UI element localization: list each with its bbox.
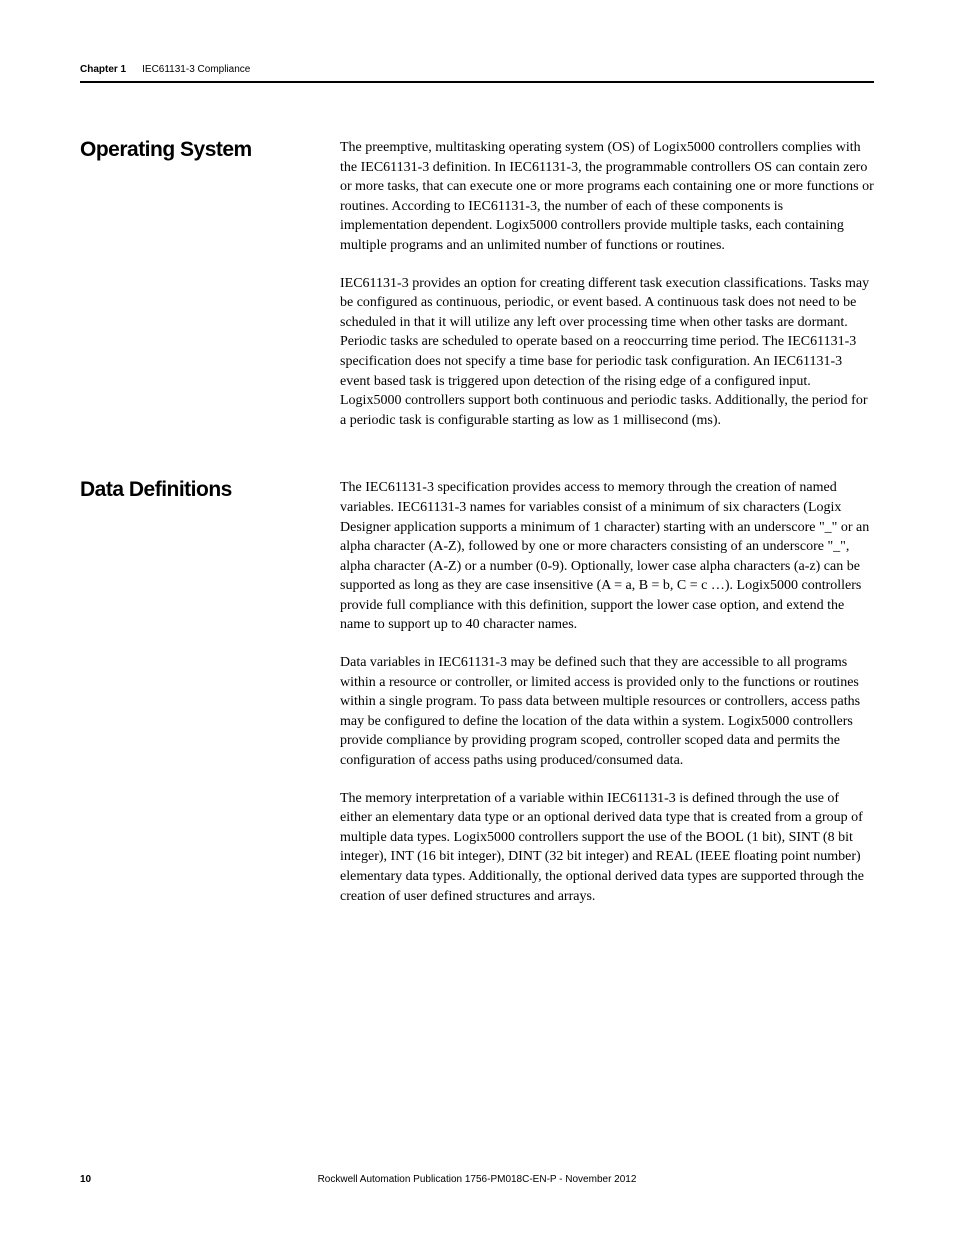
paragraph: IEC61131-3 provides an option for creati…: [340, 274, 874, 431]
section-heading: Data Definitions: [80, 478, 310, 906]
paragraph: The IEC61131-3 specification provides ac…: [340, 478, 874, 635]
chapter-label: Chapter 1: [80, 64, 126, 75]
section-data-definitions: Data Definitions The IEC61131-3 specific…: [80, 478, 874, 906]
page-footer: 10 Rockwell Automation Publication 1756-…: [80, 1174, 874, 1185]
page-number: 10: [80, 1174, 91, 1185]
section-content: The preemptive, multitasking operating s…: [340, 138, 874, 430]
section-operating-system: Operating System The preemptive, multita…: [80, 138, 874, 430]
paragraph: The memory interpretation of a variable …: [340, 789, 874, 907]
section-content: The IEC61131-3 specification provides ac…: [340, 478, 874, 906]
paragraph: The preemptive, multitasking operating s…: [340, 138, 874, 256]
paragraph: Data variables in IEC61131-3 may be defi…: [340, 653, 874, 771]
chapter-title: IEC61131-3 Compliance: [142, 64, 250, 75]
publication-info: Rockwell Automation Publication 1756-PM0…: [318, 1174, 637, 1185]
section-heading: Operating System: [80, 138, 310, 430]
page-header: Chapter 1 IEC61131-3 Compliance: [80, 64, 874, 83]
